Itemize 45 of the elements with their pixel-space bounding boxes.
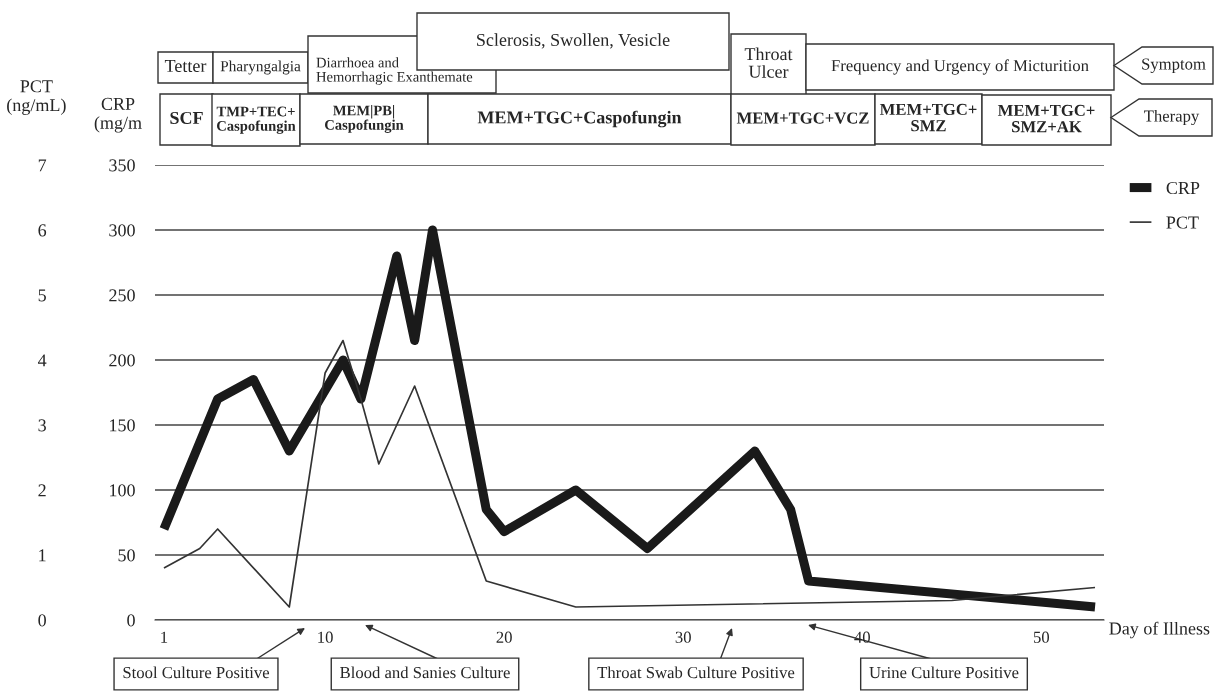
text: Pharyngalgia — [220, 60, 301, 75]
y-tick-label: 150 — [110, 419, 135, 432]
y2-tick-label: 2 — [38, 484, 46, 497]
text: TMP+TEC+ Caspofungin — [216, 106, 296, 134]
text: SCF — [170, 111, 203, 125]
y2-tick-label: 4 — [37, 354, 47, 367]
y-tick-label: 250 — [109, 289, 135, 302]
x-tick-label: 30 — [675, 631, 691, 643]
y2-tick-label: 1 — [39, 549, 46, 562]
text: Sclerosis, Swollen, Vesicle — [477, 33, 670, 49]
x-tick-label: 1 — [161, 631, 168, 643]
legend-label: PCT — [1166, 216, 1199, 229]
y-tick-label: 200 — [109, 354, 135, 367]
y2-tick-label: 7 — [38, 159, 47, 172]
y-tick-label: 0 — [127, 614, 135, 627]
text: MEM+TGC+Caspofungin — [477, 110, 682, 128]
y2-tick-label: 6 — [38, 224, 47, 237]
text: Frequency and Urgency of Micturition — [831, 59, 1089, 75]
y2-tick-label: 0 — [38, 614, 46, 627]
text: Throat Ulcer — [744, 47, 793, 78]
y2-tick-label: 3 — [38, 419, 46, 432]
y-axis-title: CRP (mg/m — [94, 97, 142, 133]
text: MEM|PB| Caspofungin — [325, 105, 404, 133]
y-tick-label: 300 — [109, 224, 135, 237]
x-tick-label: 20 — [496, 631, 512, 643]
y2-tick-label: 5 — [38, 289, 46, 302]
text: Blood and Sanies Culture — [340, 666, 510, 679]
y2-axis-title: PCT (ng/mL) — [7, 80, 66, 115]
text: Diarrhoea and Hemorrhagic Exanthemate — [316, 57, 473, 85]
text: Urine Culture Positive — [869, 666, 1019, 679]
text: Throat Swab Culture Positive — [597, 666, 795, 679]
text: MEM+TGC+VCZ — [736, 112, 869, 124]
x-tick-label: 10 — [318, 631, 333, 643]
x-tick-label: 50 — [1033, 631, 1050, 643]
text: Therapy — [1144, 109, 1200, 126]
x-axis-title: Day of Illness — [1109, 621, 1210, 639]
text: MEM+TGC+ SMZ+AK — [997, 104, 1095, 133]
text: MEM+TGC+ SMZ — [879, 103, 977, 132]
text: Symptom — [1142, 58, 1206, 74]
legend-label: CRP — [1166, 181, 1200, 195]
text: Stool Culture Positive — [123, 666, 270, 679]
y-tick-label: 350 — [109, 159, 135, 172]
y-tick-label: 50 — [118, 549, 135, 562]
text: Tetter — [164, 60, 207, 73]
y-tick-label: 100 — [110, 484, 135, 497]
